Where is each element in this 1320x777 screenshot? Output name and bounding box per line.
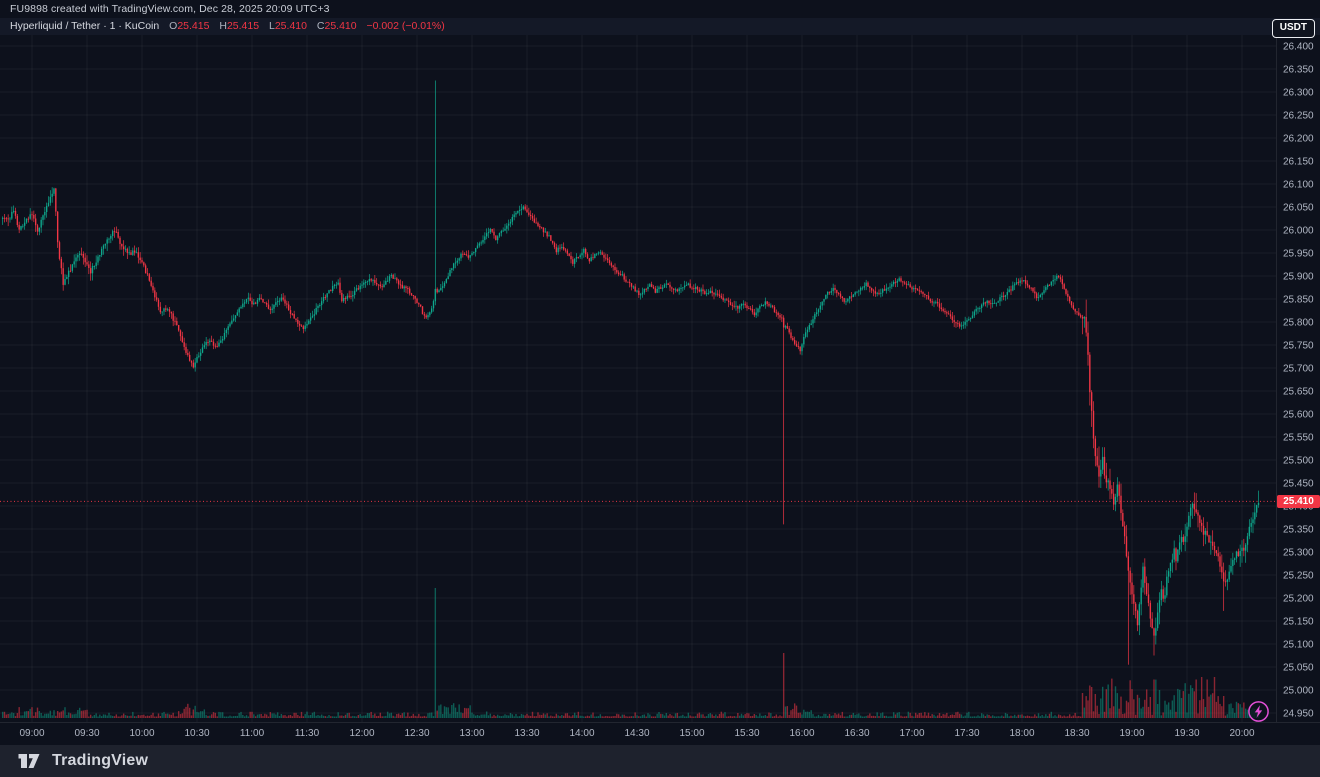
high-label: H — [219, 20, 227, 32]
svg-text:26.100: 26.100 — [1283, 180, 1314, 191]
close-label: C — [316, 20, 325, 32]
svg-text:26.150: 26.150 — [1283, 157, 1314, 168]
legend-strip — [0, 18, 1320, 35]
time-axis[interactable] — [0, 722, 1320, 745]
svg-text:17:30: 17:30 — [954, 728, 979, 739]
svg-text:16:30: 16:30 — [844, 728, 869, 739]
footer-bar: TradingView — [0, 745, 1320, 777]
open-label: O — [169, 20, 178, 32]
svg-text:26.400: 26.400 — [1283, 42, 1314, 53]
svg-text:16:00: 16:00 — [789, 728, 814, 739]
svg-text:11:00: 11:00 — [240, 728, 265, 739]
svg-text:25.200: 25.200 — [1283, 594, 1314, 605]
svg-text:19:30: 19:30 — [1174, 728, 1199, 739]
svg-text:25.500: 25.500 — [1283, 456, 1314, 467]
svg-text:25.450: 25.450 — [1283, 479, 1314, 490]
svg-text:14:00: 14:00 — [569, 728, 594, 739]
svg-text:14:30: 14:30 — [624, 728, 649, 739]
high-value: 25.415 — [226, 20, 260, 32]
svg-text:25.750: 25.750 — [1283, 341, 1314, 352]
low-value: 25.410 — [274, 20, 307, 32]
svg-text:18:00: 18:00 — [1009, 728, 1034, 739]
svg-text:13:30: 13:30 — [514, 728, 539, 739]
svg-text:25.950: 25.950 — [1283, 249, 1314, 260]
svg-text:25.700: 25.700 — [1283, 364, 1314, 375]
svg-text:25.000: 25.000 — [1283, 686, 1314, 697]
svg-text:19:00: 19:00 — [1119, 728, 1144, 739]
svg-text:24.950: 24.950 — [1283, 709, 1314, 720]
svg-text:25.850: 25.850 — [1283, 295, 1314, 306]
svg-text:26.300: 26.300 — [1283, 88, 1314, 99]
price-axis[interactable] — [1276, 18, 1320, 722]
candlestick-chart[interactable]: 26.400 26.350 26.300 26.250 26.200 26.150 26.1… — [0, 0, 1320, 745]
svg-text:15:30: 15:30 — [734, 728, 759, 739]
svg-text:25.800: 25.800 — [1283, 318, 1314, 329]
flash-boost-button[interactable] — [1247, 700, 1270, 723]
svg-text:25.350: 25.350 — [1283, 525, 1314, 536]
close-value: 25.410 — [324, 20, 357, 32]
last-price-badge: 25.410 — [1277, 495, 1320, 508]
currency-toggle-button[interactable]: USDT — [1271, 19, 1315, 38]
open-value: 25.415 — [177, 20, 210, 32]
svg-text:25.600: 25.600 — [1283, 410, 1314, 421]
svg-text:12:30: 12:30 — [404, 728, 429, 739]
svg-text:26.050: 26.050 — [1283, 203, 1314, 214]
svg-text:18:30: 18:30 — [1064, 728, 1089, 739]
svg-text:10:00: 10:00 — [129, 728, 154, 739]
attribution-text: FU9898 created with TradingView.com, Dec… — [10, 3, 330, 15]
svg-text:25.250: 25.250 — [1283, 571, 1314, 582]
svg-text:20:00: 20:00 — [1229, 728, 1254, 739]
svg-text:26.200: 26.200 — [1283, 134, 1314, 145]
lightning-icon — [1248, 701, 1269, 722]
svg-text:09:30: 09:30 — [74, 728, 99, 739]
svg-text:25.900: 25.900 — [1283, 272, 1314, 283]
svg-text:17:00: 17:00 — [899, 728, 924, 739]
tradingview-logo-icon[interactable] — [18, 753, 44, 770]
svg-text:26.000: 26.000 — [1283, 226, 1314, 237]
svg-text:25.650: 25.650 — [1283, 387, 1314, 398]
change-value: −0.002 (−0.01%) — [366, 20, 445, 32]
svg-text:25.100: 25.100 — [1283, 640, 1314, 651]
svg-text:11:30: 11:30 — [295, 728, 320, 739]
svg-text:12:00: 12:00 — [349, 728, 374, 739]
svg-text:09:00: 09:00 — [19, 728, 44, 739]
svg-text:25.300: 25.300 — [1283, 548, 1314, 559]
svg-text:13:00: 13:00 — [459, 728, 484, 739]
tradingview-wordmark[interactable]: TradingView — [52, 752, 149, 769]
low-label: L — [269, 20, 275, 32]
symbol-title[interactable]: Hyperliquid / Tether · 1 · KuCoin — [10, 20, 160, 32]
svg-text:25.050: 25.050 — [1283, 663, 1314, 674]
svg-text:26.250: 26.250 — [1283, 111, 1314, 122]
svg-text:15:00: 15:00 — [679, 728, 704, 739]
svg-text:10:30: 10:30 — [184, 728, 209, 739]
svg-text:25.150: 25.150 — [1283, 617, 1314, 628]
svg-text:25.550: 25.550 — [1283, 433, 1314, 444]
symbol-legend[interactable]: Hyperliquid / Tether · 1 · KuCoin O25.41… — [10, 20, 445, 32]
svg-text:26.350: 26.350 — [1283, 65, 1314, 76]
